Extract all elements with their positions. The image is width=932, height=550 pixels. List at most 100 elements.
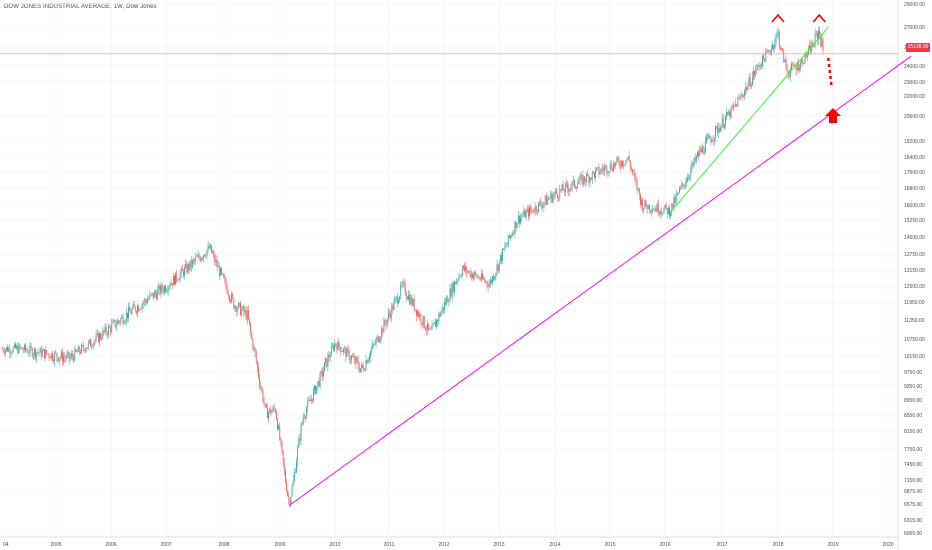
x-tick-label: 2006 xyxy=(105,542,116,548)
x-tick-label: 2009 xyxy=(274,542,285,548)
candle-body xyxy=(766,51,768,53)
y-tick-label: 6315.00 xyxy=(904,518,922,524)
candle-body xyxy=(505,245,507,247)
candle-body xyxy=(190,260,192,267)
candle-body xyxy=(470,273,472,277)
candle-body xyxy=(516,222,518,228)
candle-body xyxy=(76,351,78,353)
candle-body xyxy=(389,312,390,315)
candle-body xyxy=(183,270,184,276)
candle-body xyxy=(375,339,377,344)
candle-body xyxy=(803,62,805,64)
candle-body xyxy=(689,176,691,178)
candle-body xyxy=(379,340,380,342)
candle-body xyxy=(424,327,426,330)
candle-body xyxy=(46,349,48,354)
candle-body xyxy=(738,97,740,99)
x-tick-label: 2011 xyxy=(384,542,395,548)
candle-body xyxy=(745,87,747,92)
candle-body xyxy=(311,398,313,401)
candle-body xyxy=(589,177,591,183)
candle-body xyxy=(276,412,277,420)
candle-body xyxy=(821,39,823,47)
candle-body xyxy=(245,310,247,320)
candle-body xyxy=(634,172,636,178)
candle-body xyxy=(727,112,729,116)
candle-body xyxy=(678,192,679,194)
candle-body xyxy=(356,357,358,361)
candle-body xyxy=(532,209,534,212)
candle-body xyxy=(333,345,334,350)
candle-body xyxy=(629,161,631,168)
candle-body xyxy=(87,342,89,348)
candle-body xyxy=(202,258,203,259)
y-tick-label: 24000.00 xyxy=(904,64,925,70)
candle-body xyxy=(568,188,570,192)
candle-body xyxy=(233,298,235,309)
candle-body xyxy=(781,48,782,50)
candle-body xyxy=(716,126,717,127)
candle-body xyxy=(480,273,482,280)
candle-body xyxy=(83,345,85,349)
candle-body xyxy=(159,285,161,294)
candle-body xyxy=(156,293,157,299)
candle-body xyxy=(60,351,62,357)
candle-body xyxy=(265,404,267,408)
candle-body xyxy=(144,299,146,302)
candle-body xyxy=(729,111,731,118)
candle-body xyxy=(449,288,451,302)
candle-body xyxy=(155,291,156,294)
candle-body xyxy=(268,412,269,419)
y-tick-label: 8550.00 xyxy=(904,413,922,419)
candle-body xyxy=(477,276,479,278)
candle-body xyxy=(390,314,392,318)
candle-body xyxy=(405,294,407,298)
y-tick-label: 12500.00 xyxy=(904,284,925,290)
candle-body xyxy=(418,311,420,318)
candle-body xyxy=(466,266,468,273)
candle-body xyxy=(358,367,360,372)
candle-body xyxy=(383,320,385,333)
candle-body xyxy=(747,85,749,91)
candle-body xyxy=(731,106,733,108)
candle-body xyxy=(507,235,509,244)
candle-body xyxy=(805,52,807,58)
candle-body xyxy=(84,348,86,352)
candle-body xyxy=(178,279,180,281)
candle-body xyxy=(209,245,211,249)
candle-body xyxy=(140,308,142,310)
candle-body xyxy=(206,250,208,257)
y-tick-label: 13750.00 xyxy=(904,252,925,258)
candle-body xyxy=(700,149,702,153)
candle-body xyxy=(616,157,618,162)
candle-body xyxy=(720,125,722,132)
candle-body xyxy=(767,50,769,53)
candle-body xyxy=(706,137,707,141)
candle-body xyxy=(564,183,566,193)
candle-body xyxy=(662,212,664,214)
candle-body xyxy=(280,439,282,442)
candle-body xyxy=(400,284,402,297)
candle-body xyxy=(530,207,532,211)
candle-body xyxy=(631,167,632,170)
candle-body xyxy=(236,308,238,312)
candle-body xyxy=(653,209,655,211)
candle-body xyxy=(440,311,442,317)
candle-body xyxy=(752,76,753,85)
candle-body xyxy=(239,302,240,304)
candle-body xyxy=(137,306,138,313)
candle-body xyxy=(531,209,533,211)
candle-body xyxy=(152,292,154,298)
candle-body xyxy=(395,296,397,299)
candle-body xyxy=(367,359,369,364)
candle-body xyxy=(556,190,557,194)
candle-body xyxy=(220,268,221,276)
candle-body xyxy=(217,266,219,268)
candle-body xyxy=(559,189,561,199)
candle-body xyxy=(534,206,536,213)
candle-body xyxy=(371,348,372,352)
candle-body xyxy=(36,352,38,358)
candle-body xyxy=(22,349,24,351)
candle-body xyxy=(101,338,103,340)
